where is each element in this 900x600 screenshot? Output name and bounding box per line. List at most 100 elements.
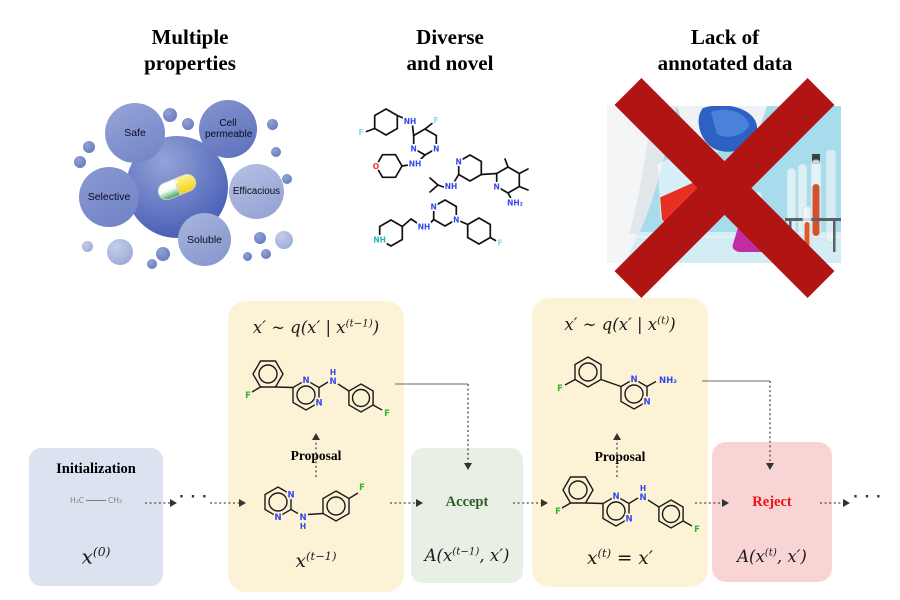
- ellipsis: · · ·: [853, 490, 882, 505]
- title-line: properties: [144, 51, 236, 75]
- proposal-label: Proposal: [290, 448, 342, 463]
- accept-label: Accept: [445, 494, 489, 510]
- state-math: x(t−1): [295, 549, 337, 573]
- current-molecule-structure: F N N N H F: [554, 476, 702, 536]
- decor-bubble: [243, 252, 252, 261]
- ethane-structure: H₃C CH₃: [29, 496, 163, 505]
- bond-line: [86, 500, 106, 501]
- fluorine-label: F: [497, 239, 502, 248]
- decor-bubble: [163, 108, 177, 122]
- decor-bubble: [267, 119, 278, 130]
- initialization-label: Initialization: [56, 461, 136, 477]
- decor-bubble: [82, 241, 93, 252]
- decor-bubble: [83, 141, 95, 153]
- initialization-box: Initialization H₃C CH₃ x(0): [29, 448, 163, 586]
- title-line: Multiple: [151, 25, 229, 49]
- fluorine-label: F: [694, 525, 700, 535]
- nitrogen-label: N: [315, 399, 322, 409]
- fluorine-label: F: [359, 483, 365, 493]
- decor-bubble: [107, 239, 133, 265]
- title-lack-annotated-data: Lack of annotated data: [605, 24, 845, 76]
- current-molecule-structure: N N N H F: [264, 482, 367, 530]
- proposal-step-box-2: x′ ∼ q(x′ | x(t)) F N N NH₂ Proposal: [532, 298, 708, 587]
- nitrogen-label: N: [433, 145, 439, 154]
- acceptance-math: A(x(t), x′): [737, 547, 807, 566]
- nitrogen-label: N: [456, 158, 462, 167]
- hydrogen-label: H: [640, 484, 646, 493]
- nitrogen-label: N: [639, 493, 646, 503]
- title-line: Lack of: [690, 25, 760, 49]
- amine-label: NH: [404, 117, 417, 126]
- title-line: Diverse: [416, 25, 484, 49]
- fluorine-label: F: [433, 116, 438, 125]
- proposal-step-box-1: x′ ∼ q(x′ | x(t−1)) F N N N H F Proposal: [228, 301, 404, 592]
- bubble-label: Efficacious: [232, 186, 281, 197]
- decor-bubble: [271, 147, 281, 157]
- hydrogen-label: H: [300, 522, 306, 530]
- acceptance-math: A(x(t−1), x′): [424, 546, 510, 565]
- diverse-molecules-structures: F NH F N N NH O N NH N NH₂ NH NH N N F: [357, 108, 529, 249]
- nitrogen-label: N: [431, 203, 437, 212]
- amine-label: NH: [418, 223, 431, 232]
- fluorine-label: F: [557, 384, 563, 394]
- nitrogen-label: N: [630, 375, 637, 385]
- nitrogen-label: N: [625, 515, 632, 525]
- amine-label: NH₂: [659, 376, 677, 386]
- property-bubble-diagram: Safe Cell permeable Selective Efficaciou…: [60, 95, 312, 291]
- bubble-label: Cell permeable: [205, 117, 253, 141]
- nitrogen-label: N: [643, 398, 650, 408]
- title-multiple-properties: Multiple properties: [75, 24, 305, 76]
- title-diverse-novel: Diverse and novel: [340, 24, 560, 76]
- title-line: and novel: [406, 51, 494, 75]
- amine-label: NH₂: [507, 199, 523, 208]
- decor-bubble: [74, 156, 86, 168]
- methyl-label: CH₃: [108, 496, 122, 505]
- bubble-label: Safe: [124, 127, 146, 139]
- pill-capsule-icon: [157, 174, 197, 200]
- nitrogen-label: N: [612, 492, 619, 502]
- amine-label: NH: [373, 236, 386, 245]
- test-tube-rack: [785, 149, 841, 253]
- decor-bubble: [147, 259, 157, 269]
- decor-bubble: [254, 232, 266, 244]
- bubble-label: Selective: [87, 191, 131, 203]
- initial-state-math: x(0): [81, 544, 111, 569]
- nitrogen-label: N: [302, 376, 309, 386]
- accept-box: Accept A(x(t−1), x′): [411, 448, 523, 583]
- amine-label: NH: [445, 182, 458, 191]
- state-math: x(t) = x′: [587, 546, 653, 570]
- bubble-safe: Safe: [105, 103, 165, 163]
- amine-label: NH: [409, 160, 422, 169]
- proposed-molecule-structure: F N N NH₂: [556, 356, 679, 410]
- hydrogen-label: H: [330, 368, 336, 377]
- proposal-distribution-math: x′ ∼ q(x′ | x(t)): [564, 315, 676, 334]
- bubble-cell-permeable: Cell permeable: [199, 100, 257, 158]
- nitrogen-label: N: [453, 216, 459, 225]
- proposed-molecule-structure: F N N N H F: [244, 360, 392, 420]
- fluorine-label: F: [555, 507, 561, 517]
- decor-bubble: [275, 231, 293, 249]
- proposal-distribution-math: x′ ∼ q(x′ | x(t−1)): [252, 318, 380, 337]
- reject-box: Reject A(x(t), x′): [712, 442, 832, 582]
- fluorine-label: F: [358, 128, 363, 137]
- decor-bubble: [182, 118, 194, 130]
- nitrogen-label: N: [299, 513, 306, 523]
- fluorine-label: F: [384, 409, 390, 419]
- ellipsis: · · ·: [179, 490, 208, 505]
- fluorine-label: F: [245, 391, 251, 401]
- decor-bubble: [282, 174, 292, 184]
- bubble-label: Soluble: [186, 233, 223, 246]
- reject-label: Reject: [752, 494, 792, 510]
- decor-bubble: [156, 247, 170, 261]
- methyl-label: H₃C: [70, 496, 84, 505]
- nitrogen-label: N: [411, 145, 417, 154]
- nitrogen-label: N: [329, 377, 336, 387]
- nitrogen-label: N: [287, 491, 294, 501]
- bubble-efficacious: Efficacious: [229, 164, 284, 219]
- decor-bubble: [261, 249, 271, 259]
- proposal-label: Proposal: [594, 449, 646, 464]
- oxygen-label: O: [373, 162, 379, 171]
- nitrogen-label: N: [494, 183, 500, 192]
- nitrogen-label: N: [274, 513, 281, 523]
